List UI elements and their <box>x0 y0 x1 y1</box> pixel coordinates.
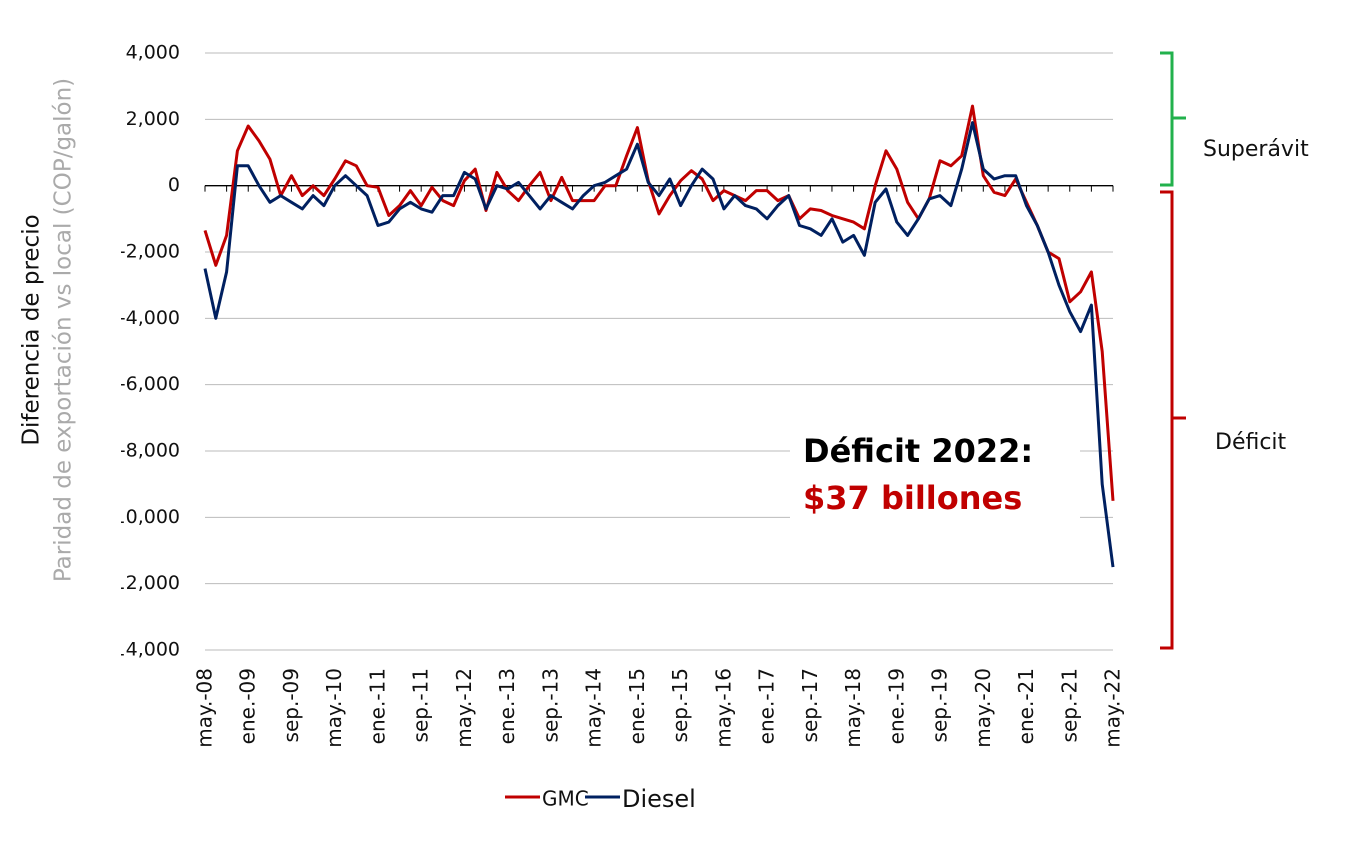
y-tick-label: -8,000 <box>119 440 180 462</box>
bracket <box>1160 190 1186 650</box>
x-tick-label: sep.-17 <box>798 668 822 742</box>
annotation: Superávit <box>1203 137 1309 162</box>
x-tick-label: ene.-09 <box>236 668 260 744</box>
x-tick-label: may.-16 <box>711 668 735 748</box>
series-line <box>203 104 1115 501</box>
x-tick-label: ene.-13 <box>495 668 519 744</box>
legend-label: Diesel <box>622 785 696 813</box>
x-tick-label: sep.-11 <box>409 668 433 742</box>
x-tick-label: may.-08 <box>193 668 217 748</box>
x-tick-label: sep.-13 <box>538 668 562 742</box>
annotation: Déficit <box>1215 430 1287 455</box>
x-tick-label: ene.-21 <box>1014 668 1038 744</box>
annotation: Déficit 2022: <box>803 432 1033 470</box>
y-tick-label: 4,000 <box>126 42 180 64</box>
x-tick-label: may.-20 <box>971 668 995 748</box>
y-tick-label: 0 <box>168 174 180 196</box>
x-tick-label: sep.-21 <box>1057 668 1081 742</box>
y-axis-sublabel: Paridad de exportación vs local (COP/gal… <box>51 78 77 582</box>
y-tick-label: -10,000 <box>107 506 180 528</box>
x-tick-label: may.-10 <box>322 668 346 748</box>
bracket <box>1160 51 1186 187</box>
x-tick-label: sep.-19 <box>928 668 952 742</box>
annotation: $37 billones <box>803 479 1022 517</box>
x-tick-label: ene.-11 <box>365 668 389 744</box>
x-tick-label: sep.-15 <box>668 668 692 742</box>
x-tick-label: ene.-15 <box>625 668 649 744</box>
y-tick-label: -14,000 <box>107 639 180 661</box>
x-tick-label: may.-18 <box>841 668 865 748</box>
y-tick-label: -2,000 <box>119 241 180 263</box>
y-tick-label: -12,000 <box>107 572 180 594</box>
y-tick-label: 2,000 <box>126 108 180 130</box>
x-tick-label: may.-14 <box>582 668 606 748</box>
x-tick-label: may.-22 <box>1101 668 1125 748</box>
legend-label: GMC <box>542 787 589 811</box>
y-tick-label: -6,000 <box>119 373 180 395</box>
y-tick-label: -4,000 <box>119 307 180 329</box>
x-tick-label: may.-12 <box>452 668 476 748</box>
annotation-bg <box>790 420 1080 530</box>
x-tick-label: ene.-17 <box>755 668 779 744</box>
x-tick-label: ene.-19 <box>884 668 908 744</box>
series-line <box>203 121 1115 568</box>
x-tick-label: sep.-09 <box>279 668 303 742</box>
y-axis-label: Diferencia de precio <box>19 214 45 445</box>
